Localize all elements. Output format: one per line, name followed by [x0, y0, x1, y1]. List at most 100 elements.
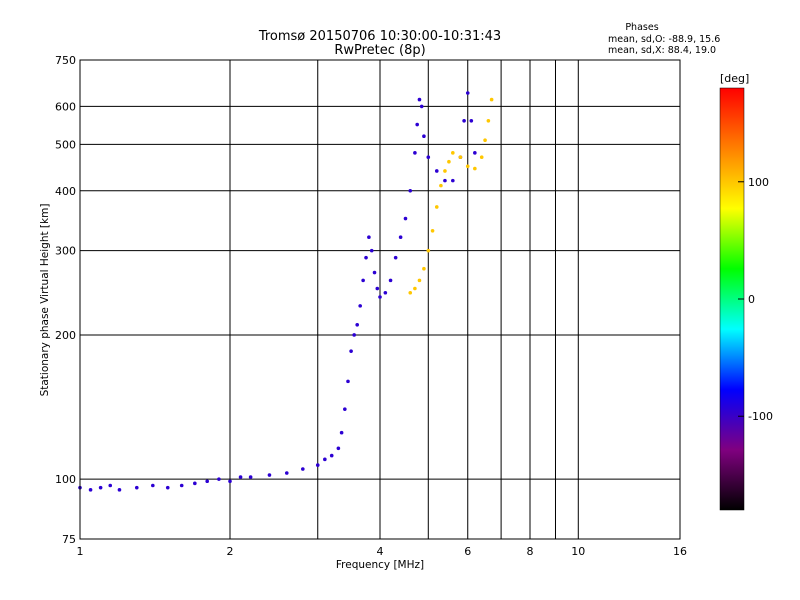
data-point	[369, 248, 374, 253]
data-point	[315, 463, 320, 467]
data-point	[430, 228, 435, 233]
data-point	[205, 479, 209, 484]
colorbar-ticks: 100 0 -100	[738, 176, 773, 423]
data-point	[151, 483, 155, 488]
data-point	[469, 118, 474, 123]
data-point	[434, 205, 439, 209]
legend-line-x: mean, sd,X: 88.4, 19.0	[608, 45, 716, 56]
y-tick-label: 100	[55, 473, 76, 486]
data-point	[217, 477, 221, 481]
data-point	[364, 255, 368, 260]
data-point	[358, 304, 362, 308]
colorbar-label: [deg]	[720, 72, 749, 85]
y-tick-label: 500	[55, 138, 76, 151]
legend-title: Phases	[625, 22, 658, 33]
data-point	[447, 159, 451, 164]
x-tick-label: 2	[227, 545, 234, 558]
data-point	[349, 349, 353, 353]
data-point	[489, 97, 494, 102]
data-point	[323, 457, 327, 462]
data-point	[451, 178, 455, 183]
data-point	[228, 479, 232, 484]
data-point	[426, 248, 431, 253]
x-tick-label: 10	[571, 545, 585, 558]
data-point	[367, 235, 371, 239]
data-point	[98, 485, 103, 490]
y-tick-label: 300	[55, 245, 76, 258]
data-point	[408, 188, 413, 193]
grid-lines	[80, 60, 680, 539]
data-point	[462, 118, 466, 123]
chart-title: Tromsø 20150706 10:30:00-10:31:43	[258, 29, 501, 44]
data-point	[422, 266, 426, 271]
data-point	[375, 286, 380, 291]
data-point	[486, 118, 491, 123]
data-point	[408, 290, 413, 295]
data-point	[403, 216, 408, 221]
data-point	[165, 485, 170, 490]
data-point	[458, 155, 463, 160]
data-point	[473, 166, 477, 171]
colorbar-tick-label: 0	[748, 293, 755, 306]
data-point	[134, 485, 139, 490]
colorbar-tick-label: 100	[748, 176, 769, 189]
data-point	[415, 122, 419, 127]
data-point	[413, 286, 417, 291]
x-tick-label: 8	[527, 545, 534, 558]
data-point	[417, 97, 422, 102]
y-tick-label: 200	[55, 329, 76, 342]
y-axis-label: Stationary phase Virtual Height [km]	[39, 204, 51, 397]
data-point	[248, 475, 253, 479]
data-point	[422, 134, 426, 138]
data-point	[483, 138, 487, 143]
data-point	[473, 151, 477, 155]
data-point	[301, 467, 305, 471]
data-point	[417, 278, 422, 283]
data-point	[378, 295, 382, 299]
data-point	[388, 278, 393, 283]
data-point	[465, 91, 470, 95]
data-point	[352, 333, 356, 337]
data-point	[426, 155, 431, 160]
data-point	[361, 278, 365, 283]
data-point	[451, 151, 455, 155]
data-point	[355, 323, 359, 327]
y-tick-label: 750	[55, 54, 76, 67]
x-tick-label: 4	[377, 545, 384, 558]
data-point	[434, 169, 439, 173]
data-point	[339, 430, 344, 435]
data-point	[336, 446, 341, 451]
data-point	[465, 164, 470, 169]
x-tick-label: 1	[77, 545, 84, 558]
plot-frame	[79, 59, 681, 540]
data-point	[419, 104, 424, 109]
data-point	[88, 488, 93, 492]
data-point	[193, 481, 197, 486]
chart-subtitle: RwPretec (8p)	[334, 43, 425, 58]
data-point	[179, 483, 184, 488]
data-point	[267, 473, 272, 477]
y-tick-label: 400	[55, 185, 76, 198]
x-tick-label: 6	[464, 545, 471, 558]
data-point	[108, 483, 113, 488]
data-points	[78, 91, 494, 492]
data-point	[383, 290, 388, 295]
tick-labels: 1 2 4 6 8 10 16 75 100 200 300 400 500 600 750	[55, 54, 687, 558]
data-point	[284, 471, 289, 475]
y-tick-label: 600	[55, 100, 76, 113]
data-point	[393, 255, 398, 260]
data-point	[238, 475, 243, 479]
legend-line-o: mean, sd,O: -88.9, 15.6	[608, 34, 720, 45]
data-point	[443, 178, 447, 183]
colorbar-tick-label: -100	[748, 410, 773, 423]
data-point	[479, 155, 484, 160]
data-point	[439, 183, 443, 188]
data-point	[443, 169, 447, 173]
data-point	[343, 407, 347, 411]
y-tick-label: 75	[62, 533, 76, 546]
x-tick-label: 16	[673, 545, 687, 558]
data-point	[117, 488, 122, 492]
data-point	[329, 453, 334, 458]
data-point	[398, 235, 403, 239]
